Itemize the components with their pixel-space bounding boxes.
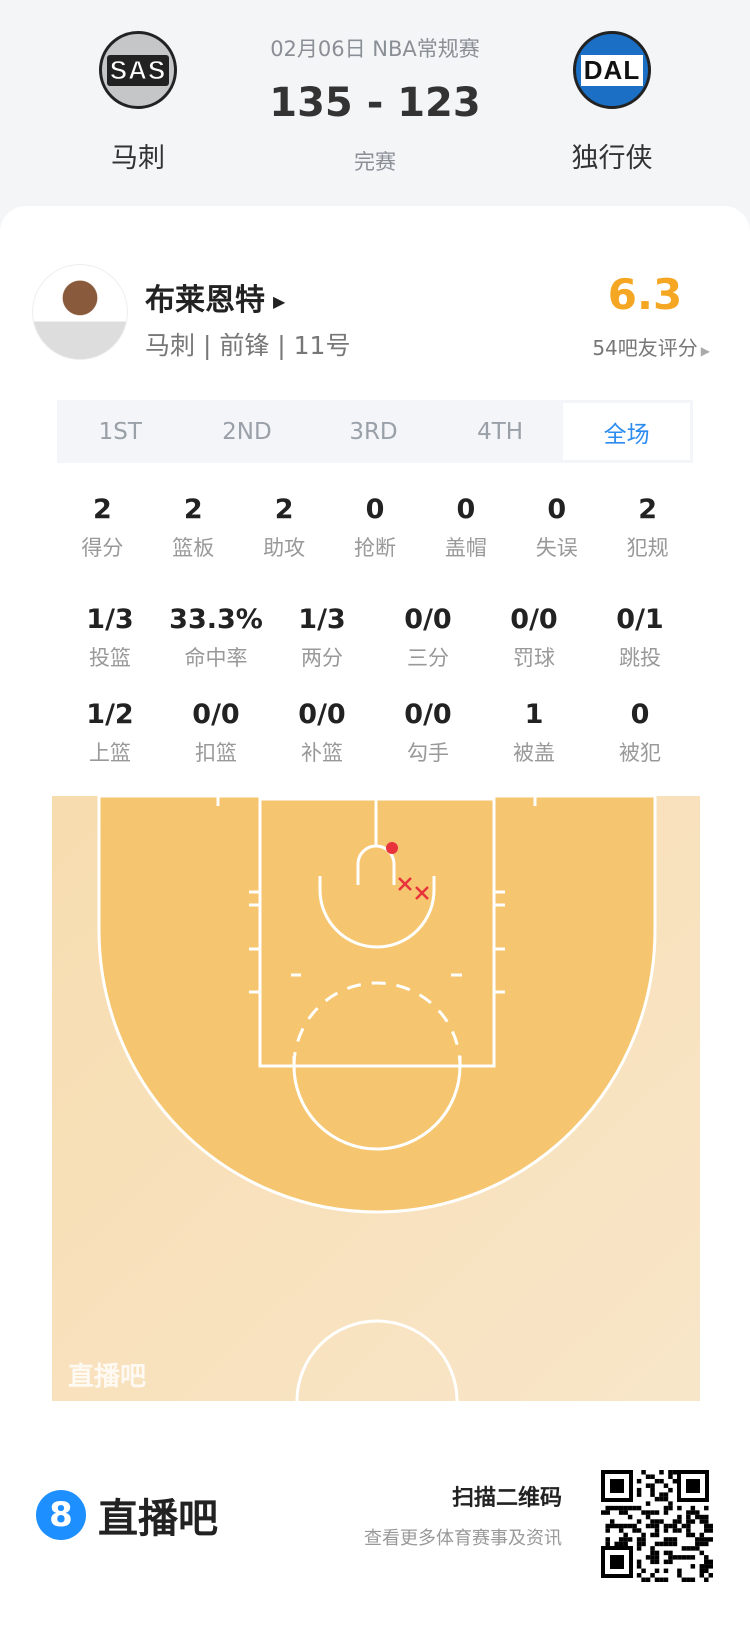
stat-value: 0/0 — [510, 604, 558, 635]
stat-label: 两分 — [301, 646, 343, 670]
caret-right-icon: ▶ — [273, 292, 286, 311]
period-tabs: 1ST 2ND 3RD 4TH 全场 — [57, 400, 693, 463]
free-throw-arc-dashed — [292, 981, 462, 1067]
stat-cell: 0 抢断 — [330, 494, 421, 562]
stat-label: 助攻 — [263, 536, 306, 560]
stats-row-basic: 2 得分 2 篮板 2 助攻 0 抢断 0 盖帽 0 失误 2 犯规 — [57, 494, 693, 562]
player-rating: 6.3 — [607, 270, 683, 319]
stat-cell: 0/0 补篮 — [269, 699, 375, 767]
stat-value: 0/0 — [298, 699, 346, 730]
tab-1st[interactable]: 1ST — [98, 418, 142, 445]
lane-ticks — [249, 890, 505, 994]
stat-cell: 2 犯规 — [602, 494, 693, 562]
stat-label: 命中率 — [184, 646, 248, 670]
stat-value: 1/3 — [86, 604, 134, 635]
backboard-arc — [356, 844, 396, 885]
player-avatar[interactable] — [32, 264, 128, 360]
restricted-arc — [318, 876, 436, 949]
stat-value: 0 — [456, 494, 476, 525]
stat-cell: 0 失误 — [511, 494, 602, 562]
qr-title: 扫描二维码 — [451, 1486, 562, 1511]
stat-value: 0/0 — [404, 604, 452, 635]
shot-chart: 直播吧 — [52, 796, 700, 1401]
rating-link[interactable]: 54吧友评分 ▶ — [592, 336, 710, 360]
free-throw-arc — [292, 1056, 462, 1151]
stat-label: 投篮 — [89, 646, 131, 670]
stat-label: 得分 — [81, 536, 124, 560]
shot-made-marker — [386, 842, 398, 854]
stat-label: 勾手 — [407, 741, 449, 765]
tab-4th[interactable]: 4TH — [477, 418, 524, 445]
stat-label: 补篮 — [301, 741, 343, 765]
caret-right-icon: ▶ — [700, 344, 710, 358]
stat-cell: 33.3% 命中率 — [163, 604, 269, 672]
stat-value: 33.3% — [169, 604, 263, 635]
stat-value: 0/0 — [404, 699, 452, 730]
away-team-logo[interactable]: DAL — [573, 31, 651, 109]
home-team-name[interactable]: 马刺 — [111, 143, 165, 174]
stat-cell: 0/0 三分 — [375, 604, 481, 672]
stat-cell: 0/1 跳投 — [587, 604, 693, 672]
stat-label: 上篮 — [89, 741, 131, 765]
tab-3rd[interactable]: 3RD — [349, 418, 398, 445]
stat-label: 跳投 — [619, 646, 661, 670]
tab-2nd[interactable]: 2ND — [222, 418, 272, 445]
stat-value: 2 — [274, 494, 294, 525]
match-status: 完赛 — [354, 150, 396, 174]
shot-missed-marker — [398, 877, 412, 891]
stat-label: 盖帽 — [444, 536, 487, 560]
player-info: 马刺 | 前锋 | 11号 — [145, 331, 351, 360]
stat-label: 被盖 — [513, 741, 555, 765]
stat-cell: 1/3 投篮 — [57, 604, 163, 672]
stat-value: 2 — [638, 494, 657, 525]
stat-cell: 2 篮板 — [148, 494, 239, 562]
stat-value: 0 — [365, 494, 385, 525]
stat-value: 1/2 — [86, 699, 134, 730]
qr-subtitle: 查看更多体育赛事及资讯 — [364, 1528, 562, 1549]
score: 135 - 123 — [269, 80, 481, 126]
stat-cell: 0 盖帽 — [420, 494, 511, 562]
match-info: 02月06日 NBA常规赛 — [270, 37, 480, 61]
home-team-logo[interactable]: SAS — [99, 31, 177, 109]
brand-logo[interactable]: 8 直播吧 — [36, 1486, 218, 1544]
stat-label: 三分 — [407, 646, 449, 670]
qr-code[interactable] — [601, 1470, 713, 1582]
away-team-name[interactable]: 独行侠 — [571, 143, 653, 174]
player-name-link[interactable]: 布莱恩特 ▶ — [145, 283, 286, 318]
watermark: 直播吧 — [68, 1362, 146, 1392]
stat-label: 被犯 — [619, 741, 661, 765]
stat-label: 篮板 — [172, 536, 215, 560]
stat-value: 2 — [183, 494, 203, 525]
stat-value: 2 — [93, 494, 112, 525]
stat-value: 1/3 — [298, 604, 346, 635]
stat-cell: 0/0 罚球 — [481, 604, 587, 672]
tab-full-game[interactable]: 全场 — [563, 403, 690, 460]
stat-label: 抢断 — [354, 536, 396, 560]
stat-cell: 2 助攻 — [239, 494, 330, 562]
stats-row-shot-types: 1/2 上篮 0/0 扣篮 0/0 补篮 0/0 勾手 1 被盖 0 被犯 — [57, 699, 693, 767]
brand-icon: 8 — [36, 1490, 86, 1540]
stat-value: 1 — [524, 699, 544, 730]
stat-value: 0 — [547, 494, 567, 525]
stat-value: 0/0 — [192, 699, 240, 730]
stat-cell: 0/0 扣篮 — [163, 699, 269, 767]
stats-row-shooting: 1/3 投篮 33.3% 命中率 1/3 两分 0/0 三分 0/0 罚球 0/1 跳投 — [57, 604, 693, 672]
three-point-line — [97, 796, 657, 1214]
stat-cell: 2 得分 — [57, 494, 148, 562]
stat-label: 罚球 — [513, 646, 555, 670]
stat-label: 失误 — [535, 536, 578, 560]
shot-missed-marker — [415, 886, 429, 900]
stat-label: 扣篮 — [195, 741, 237, 765]
stat-cell: 1/3 两分 — [269, 604, 375, 672]
stat-cell: 1/2 上篮 — [57, 699, 163, 767]
stat-label: 犯规 — [626, 536, 669, 560]
stat-cell: 0 被犯 — [587, 699, 693, 767]
stat-cell: 1 被盖 — [481, 699, 587, 767]
stat-value: 0 — [630, 699, 650, 730]
stat-cell: 0/0 勾手 — [375, 699, 481, 767]
stat-value: 0/1 — [616, 604, 664, 635]
center-circle — [295, 1319, 459, 1401]
